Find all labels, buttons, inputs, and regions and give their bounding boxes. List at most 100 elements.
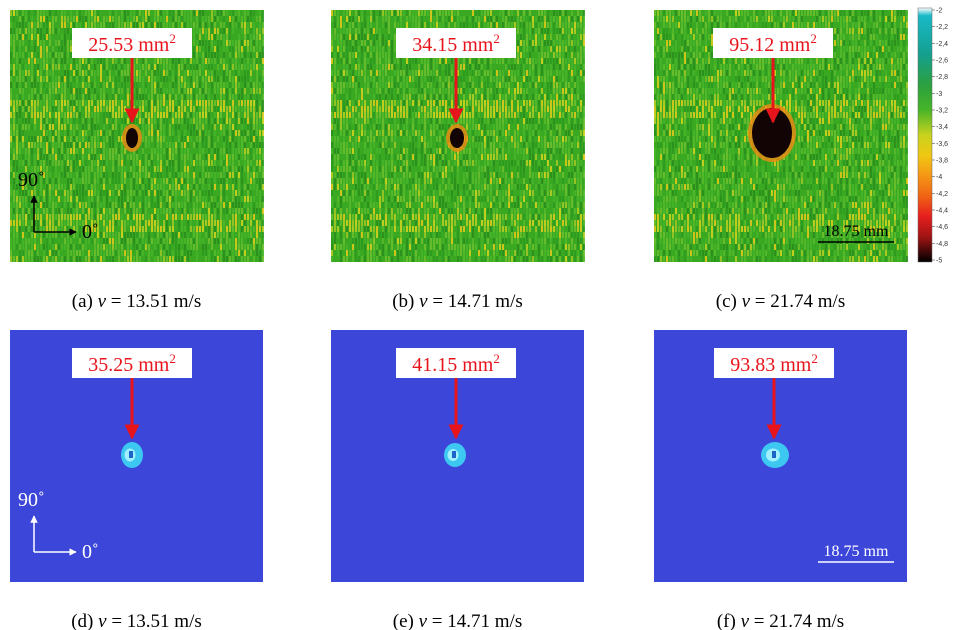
texture (418, 94, 420, 100)
texture (49, 178, 51, 184)
texture (118, 208, 120, 214)
texture (154, 100, 156, 106)
texture (217, 40, 219, 46)
texture (361, 190, 363, 196)
texture (226, 136, 228, 142)
texture (154, 184, 156, 190)
texture (127, 190, 129, 196)
texture (358, 34, 360, 40)
texture (196, 172, 198, 178)
texture (82, 160, 84, 166)
texture (94, 208, 96, 214)
texture (376, 190, 378, 196)
texture (349, 70, 351, 76)
texture (88, 154, 90, 160)
texture (106, 190, 108, 196)
texture (175, 118, 177, 124)
texture (247, 220, 249, 226)
texture (394, 244, 396, 250)
texture (346, 34, 348, 40)
texture (418, 64, 420, 70)
texture (88, 112, 90, 118)
texture (25, 232, 27, 238)
texture (412, 130, 414, 136)
texture (109, 118, 111, 124)
texture (70, 46, 72, 52)
texture (331, 250, 333, 256)
texture (406, 190, 408, 196)
texture (391, 94, 393, 100)
texture (184, 64, 186, 70)
texture (421, 238, 423, 244)
texture (250, 112, 252, 118)
texture (190, 220, 192, 226)
texture (148, 190, 150, 196)
texture (178, 118, 180, 124)
texture (49, 226, 51, 232)
texture (148, 94, 150, 100)
texture (55, 160, 57, 166)
texture (97, 100, 99, 106)
texture (376, 142, 378, 148)
texture (67, 58, 69, 64)
texture (205, 166, 207, 172)
texture (49, 76, 51, 82)
texture (208, 112, 210, 118)
texture (178, 160, 180, 166)
texture (388, 256, 390, 262)
texture (76, 256, 78, 262)
texture (142, 88, 144, 94)
texture (256, 250, 258, 256)
texture (415, 256, 417, 262)
texture (175, 88, 177, 94)
texture (199, 106, 201, 112)
texture (190, 16, 192, 22)
texture (391, 136, 393, 142)
texture (241, 82, 243, 88)
texture (415, 16, 417, 22)
texture (139, 76, 141, 82)
texture (121, 196, 123, 202)
texture (391, 238, 393, 244)
texture (373, 256, 375, 262)
texture (61, 40, 63, 46)
texture (94, 166, 96, 172)
texture (373, 166, 375, 172)
texture (187, 88, 189, 94)
texture (139, 112, 141, 118)
texture (220, 142, 222, 148)
texture (22, 160, 24, 166)
texture (151, 166, 153, 172)
texture (115, 148, 117, 154)
texture (235, 202, 237, 208)
texture (361, 196, 363, 202)
texture (385, 244, 387, 250)
texture (136, 244, 138, 250)
texture (238, 46, 240, 52)
texture (199, 226, 201, 232)
texture (232, 196, 234, 202)
texture (430, 106, 432, 112)
texture (397, 220, 399, 226)
texture (391, 250, 393, 256)
texture (154, 160, 156, 166)
texture (112, 178, 114, 184)
texture (262, 184, 264, 190)
texture (214, 232, 216, 238)
texture (424, 214, 426, 220)
texture (364, 136, 366, 142)
texture (109, 184, 111, 190)
texture (16, 124, 18, 130)
texture (64, 40, 66, 46)
texture (145, 172, 147, 178)
texture (223, 160, 225, 166)
texture (100, 208, 102, 214)
texture (211, 22, 213, 28)
texture (385, 52, 387, 58)
texture (19, 28, 21, 34)
texture (61, 64, 63, 70)
texture (364, 112, 366, 118)
texture (181, 166, 183, 172)
texture (379, 136, 381, 142)
texture (70, 106, 72, 112)
